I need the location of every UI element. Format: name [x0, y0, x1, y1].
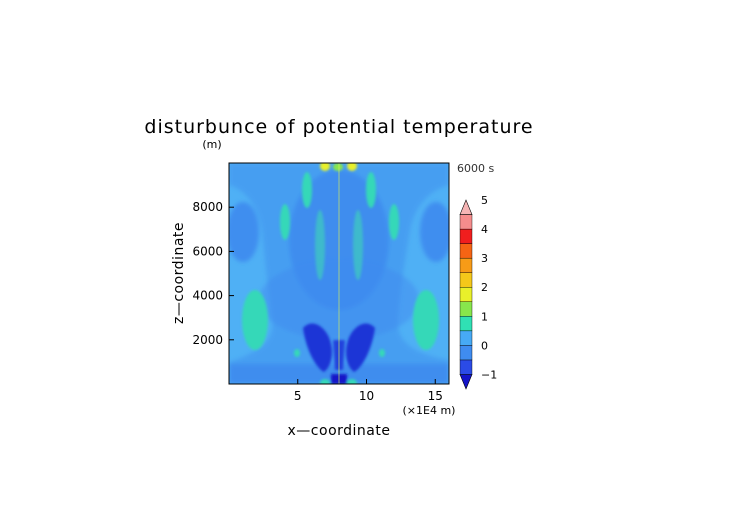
lobe-right: [413, 290, 439, 350]
y-tick-label: 6000: [192, 244, 223, 258]
colorbar-segment: [459, 359, 473, 375]
colorbar-segment: [459, 243, 473, 259]
lobe-right-top: [366, 172, 376, 208]
plume-left: [303, 323, 332, 372]
colorbar-segment: [459, 301, 473, 317]
max-left: [320, 163, 330, 171]
y-axis-label: z—coordinate: [171, 222, 187, 324]
colorbar-segment: [459, 257, 473, 273]
time-label: 6000 s: [457, 162, 494, 175]
colorbar-label: 2: [481, 281, 488, 294]
field-left-upper: [229, 202, 259, 262]
y-axis: 2000 4000 6000 8000: [192, 200, 234, 347]
colorbar-label: 1: [481, 310, 488, 323]
colorbar: −1 0 1 2 3 4 5: [459, 194, 497, 390]
colorbar-label: 0: [481, 339, 488, 352]
colorbar-label: −1: [481, 368, 497, 381]
y-tick-label: 8000: [192, 200, 223, 214]
plot-frame: [228, 162, 450, 385]
max-right: [347, 163, 357, 171]
lobe-left: [242, 290, 268, 350]
spot-bottom-right: [347, 379, 357, 384]
lobe-right-upper: [389, 204, 399, 240]
spot-left: [294, 349, 300, 357]
colorbar-segment: [459, 287, 473, 302]
colorbar-segment: [459, 374, 473, 390]
y-tick-label: 2000: [192, 333, 223, 347]
colorbar-label: 5: [481, 194, 488, 207]
colorbar-segment: [459, 345, 473, 361]
spot-bottom-left: [320, 379, 330, 384]
chart-title: disturbunce of potential temperature: [144, 116, 533, 138]
colorbar-segment: [459, 214, 473, 230]
x-tick-label: 5: [294, 389, 302, 403]
colorbar-segment: [459, 228, 473, 244]
x-unit-label: (×1E4 m): [403, 404, 456, 417]
y-tick-label: 4000: [192, 289, 223, 303]
colorbar-segment: [459, 330, 473, 346]
max-center: [333, 163, 343, 171]
lobe-left-upper: [280, 204, 290, 240]
field-right-upper: [420, 202, 449, 262]
colorbar-segment: [459, 272, 473, 288]
colorbar-segment: [459, 199, 473, 215]
colorbar-label: 3: [481, 252, 488, 265]
x-axis-label: x—coordinate: [288, 423, 391, 439]
x-axis: 5 10 15: [294, 379, 443, 403]
lobe-left-inner: [315, 210, 325, 280]
spot-right: [379, 349, 385, 357]
lobe-right-inner: [353, 210, 363, 280]
heatmap-field: [229, 163, 449, 384]
x-tick-label: 10: [359, 389, 374, 403]
x-tick-label: 15: [428, 389, 443, 403]
plume-right: [346, 323, 375, 372]
lobe-left-top: [302, 172, 312, 208]
colorbar-label: 4: [481, 223, 488, 236]
unit-label: (m): [202, 138, 221, 151]
colorbar-segment: [459, 316, 473, 332]
